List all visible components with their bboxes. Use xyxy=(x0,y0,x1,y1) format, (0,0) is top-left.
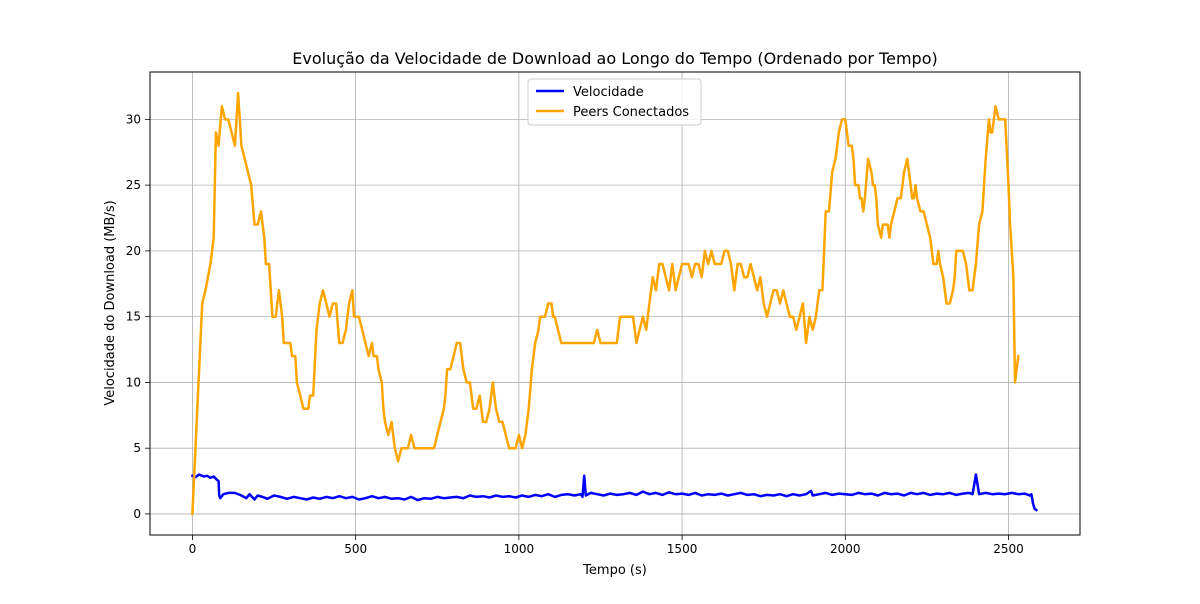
plot-area-frame xyxy=(149,71,1081,536)
x-tick-label: 2500 xyxy=(993,542,1024,556)
legend-box xyxy=(527,78,702,126)
legend-label-velocidade: Velocidade xyxy=(573,85,644,100)
y-tick-label: 0 xyxy=(133,507,141,521)
x-tick-label: 0 xyxy=(189,542,197,556)
chart-title: Evolução da Velocidade de Download ao Lo… xyxy=(292,49,937,68)
grid-layer xyxy=(150,72,1080,535)
tick-layer: 0 500 1000 1500 2000 2500 0 5 10 15 20 25 30 xyxy=(126,112,1024,556)
y-tick-label: 20 xyxy=(126,244,141,258)
x-tick-label: 500 xyxy=(344,542,367,556)
y-tick-label: 25 xyxy=(126,178,141,192)
y-tick-label: 5 xyxy=(133,441,141,455)
chart-legend: Velocidade Peers Conectados xyxy=(527,78,702,126)
x-tick-label: 1500 xyxy=(667,542,698,556)
y-tick-label: 10 xyxy=(126,375,141,389)
y-tick-label: 15 xyxy=(126,310,141,324)
x-tick-label: 2000 xyxy=(830,542,861,556)
x-axis-label: Tempo (s) xyxy=(582,563,647,578)
x-tick-label: 1000 xyxy=(504,542,535,556)
series-line-velocidade xyxy=(190,473,1039,512)
y-tick-label: 30 xyxy=(126,112,141,126)
series-line-peers-conectados xyxy=(191,91,1020,516)
legend-label-peers-conectados: Peers Conectados xyxy=(573,105,689,120)
y-axis-label: Velocidade do Download (MB/s) xyxy=(103,200,118,405)
series-layer xyxy=(190,91,1039,516)
